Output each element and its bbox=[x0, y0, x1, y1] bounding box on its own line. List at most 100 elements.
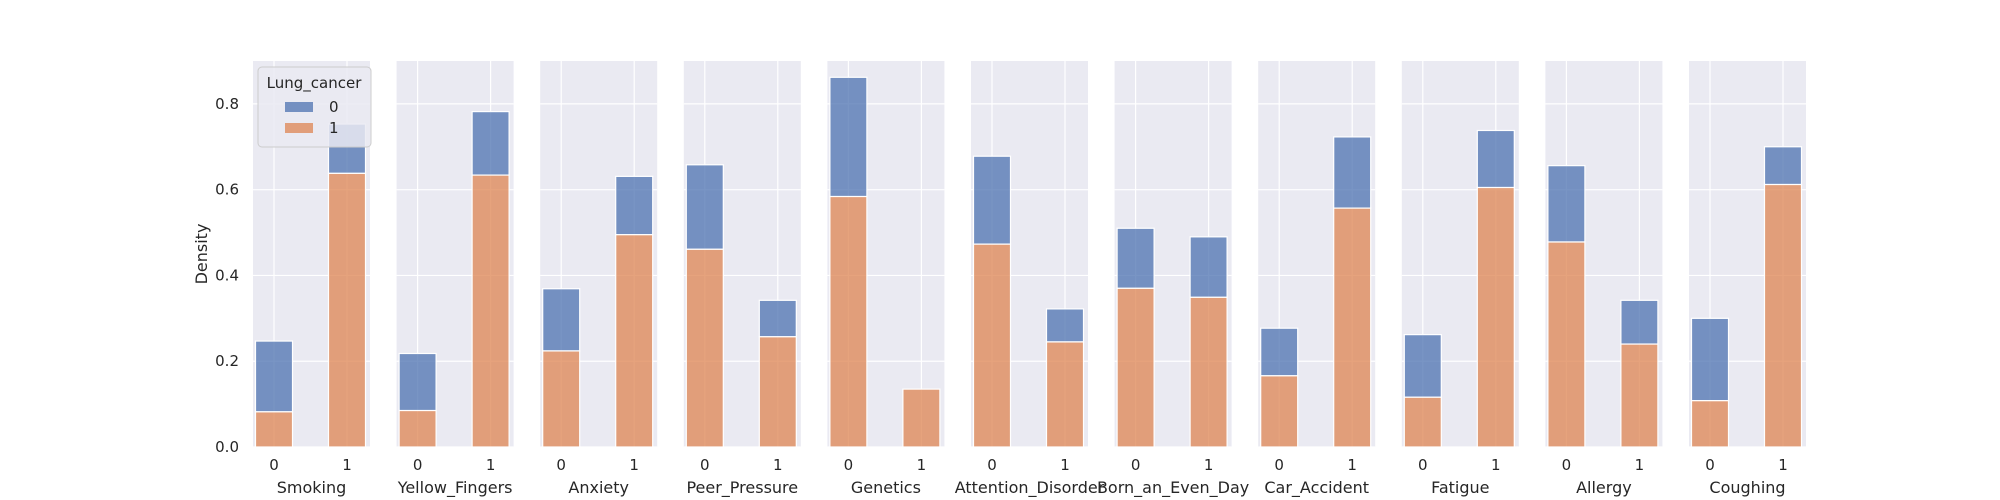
facet-panel: 0 1 Coughing bbox=[1689, 61, 1806, 497]
panel-x-label: Smoking bbox=[277, 478, 347, 497]
bar-segment-lung-cancer-1 bbox=[758, 336, 797, 448]
facet-panel: 0 1 Genetics bbox=[827, 61, 945, 497]
bar-segment-lung-cancer-1 bbox=[1620, 343, 1659, 448]
bar-segment-lung-cancer-0 bbox=[471, 111, 510, 176]
x-tick-label: 1 bbox=[1778, 456, 1788, 474]
bar-segment-lung-cancer-1 bbox=[471, 174, 510, 448]
x-tick-label: 1 bbox=[1491, 456, 1501, 474]
x-tick-label: 0 bbox=[1131, 456, 1141, 474]
facet-panel: 0 1 Born_an_Even_Day bbox=[1097, 61, 1249, 498]
x-tick-label: 0 bbox=[1705, 456, 1715, 474]
x-tick-label: 1 bbox=[342, 456, 352, 474]
bar-segment-lung-cancer-0 bbox=[1547, 165, 1586, 243]
facet-panel: 0 1 Attention_Disorder bbox=[955, 61, 1105, 498]
bar-segment-lung-cancer-0 bbox=[398, 352, 437, 412]
bar-segment-lung-cancer-1 bbox=[1476, 186, 1515, 448]
panel-x-label: Yellow_Fingers bbox=[397, 478, 513, 498]
bar-segment-lung-cancer-1 bbox=[542, 350, 581, 448]
x-tick-label: 1 bbox=[1635, 456, 1645, 474]
bar-segment-lung-cancer-0 bbox=[615, 175, 654, 236]
bar-segment-lung-cancer-1 bbox=[829, 195, 868, 448]
y-tick-label: 0.4 bbox=[215, 266, 239, 284]
x-tick-label: 1 bbox=[1060, 456, 1070, 474]
panel-x-label: Attention_Disorder bbox=[955, 478, 1105, 498]
panel-x-label: Allergy bbox=[1576, 478, 1632, 497]
legend-swatch bbox=[285, 123, 313, 133]
bar-segment-lung-cancer-1 bbox=[1260, 375, 1299, 448]
bar-segment-lung-cancer-1 bbox=[327, 172, 367, 448]
bar-segment-lung-cancer-1 bbox=[1690, 400, 1730, 448]
panel-x-label: Anxiety bbox=[568, 478, 629, 497]
y-tick-label: 0.8 bbox=[215, 95, 239, 113]
y-axis: Density 0.0 0.2 0.4 0.6 0.8 bbox=[192, 95, 239, 456]
panel-x-label: Car_Accident bbox=[1264, 478, 1369, 498]
x-tick-label: 1 bbox=[1204, 456, 1214, 474]
panel-x-label: Genetics bbox=[851, 478, 921, 497]
legend-entry-label: 0 bbox=[329, 98, 339, 116]
bar-segment-lung-cancer-1 bbox=[398, 409, 437, 448]
x-tick-label: 0 bbox=[1418, 456, 1428, 474]
bar-segment-lung-cancer-1 bbox=[972, 243, 1012, 448]
bar-segment-lung-cancer-0 bbox=[254, 340, 294, 413]
facet-panel: 0 1 Car_Accident bbox=[1258, 61, 1376, 498]
bar-segment-lung-cancer-1 bbox=[1403, 396, 1442, 448]
x-tick-label: 0 bbox=[1562, 456, 1572, 474]
bar-segment-lung-cancer-1 bbox=[902, 388, 941, 448]
x-tick-label: 0 bbox=[1274, 456, 1284, 474]
x-tick-label: 0 bbox=[844, 456, 854, 474]
x-tick-label: 1 bbox=[486, 456, 496, 474]
bar-segment-lung-cancer-1 bbox=[615, 234, 654, 448]
y-tick-label: 0.6 bbox=[215, 181, 239, 199]
bar-segment-lung-cancer-1 bbox=[1116, 287, 1155, 448]
bar-segment-lung-cancer-0 bbox=[1476, 129, 1515, 189]
bar-segment-lung-cancer-0 bbox=[1189, 236, 1228, 298]
legend-entry-label: 1 bbox=[329, 119, 339, 137]
panel-x-label: Born_an_Even_Day bbox=[1097, 478, 1249, 498]
bar-segment-lung-cancer-0 bbox=[1116, 227, 1155, 289]
legend-swatch bbox=[285, 102, 313, 112]
bar-segment-lung-cancer-0 bbox=[1690, 317, 1730, 402]
x-tick-label: 0 bbox=[413, 456, 423, 474]
bar-segment-lung-cancer-0 bbox=[1045, 308, 1085, 343]
bar-segment-lung-cancer-0 bbox=[1763, 146, 1803, 186]
panel-x-label: Coughing bbox=[1709, 478, 1785, 497]
x-tick-label: 1 bbox=[629, 456, 639, 474]
x-tick-label: 1 bbox=[1347, 456, 1357, 474]
y-axis-label: Density bbox=[192, 224, 211, 285]
bar-segment-lung-cancer-1 bbox=[1333, 207, 1372, 448]
facet-panel: 0 1 Peer_Pressure bbox=[683, 61, 801, 498]
bar-segment-lung-cancer-1 bbox=[1763, 183, 1803, 448]
bar-segment-lung-cancer-1 bbox=[1045, 341, 1085, 448]
bar-segment-lung-cancer-1 bbox=[685, 248, 724, 448]
x-tick-label: 0 bbox=[700, 456, 710, 474]
bar-segment-lung-cancer-0 bbox=[1333, 136, 1372, 209]
bar-segment-lung-cancer-1 bbox=[254, 411, 294, 448]
x-tick-label: 0 bbox=[269, 456, 279, 474]
legend: Lung_cancer 0 1 bbox=[257, 66, 372, 148]
bar-segment-lung-cancer-0 bbox=[1620, 299, 1659, 345]
x-tick-label: 0 bbox=[556, 456, 566, 474]
bar-segment-lung-cancer-0 bbox=[829, 76, 868, 198]
bar-segment-lung-cancer-0 bbox=[685, 164, 724, 250]
x-tick-label: 0 bbox=[987, 456, 997, 474]
legend-title: Lung_cancer bbox=[267, 74, 363, 93]
bar-segment-lung-cancer-1 bbox=[1189, 296, 1228, 448]
bar-segment-lung-cancer-0 bbox=[1403, 334, 1442, 398]
x-tick-label: 1 bbox=[773, 456, 783, 474]
panel-x-label: Peer_Pressure bbox=[686, 478, 798, 498]
y-tick-label: 0.2 bbox=[215, 352, 239, 370]
bar-segment-lung-cancer-0 bbox=[758, 299, 797, 338]
bar-segment-lung-cancer-0 bbox=[542, 288, 581, 352]
facet-panel: 0 1 Yellow_Fingers bbox=[396, 61, 514, 498]
panel-x-label: Fatigue bbox=[1431, 478, 1489, 497]
x-tick-label: 1 bbox=[917, 456, 927, 474]
bar-segment-lung-cancer-0 bbox=[972, 155, 1012, 245]
y-tick-label: 0.0 bbox=[215, 438, 239, 456]
bar-segment-lung-cancer-0 bbox=[1260, 327, 1299, 377]
bar-segment-lung-cancer-1 bbox=[1547, 241, 1586, 448]
